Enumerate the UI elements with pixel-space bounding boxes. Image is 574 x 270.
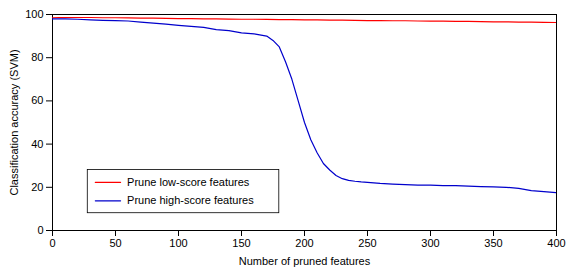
svg-text:150: 150 [232, 237, 250, 249]
svg-text:20: 20 [31, 181, 43, 193]
svg-text:100: 100 [169, 237, 187, 249]
svg-text:250: 250 [358, 237, 376, 249]
svg-text:80: 80 [31, 51, 43, 63]
svg-text:Number of pruned features: Number of pruned features [239, 255, 371, 267]
svg-text:200: 200 [295, 237, 313, 249]
svg-text:400: 400 [547, 237, 565, 249]
svg-text:0: 0 [49, 237, 55, 249]
svg-text:350: 350 [484, 237, 502, 249]
svg-text:40: 40 [31, 138, 43, 150]
svg-text:100: 100 [25, 8, 43, 20]
svg-text:Classification accuracy (SVM): Classification accuracy (SVM) [8, 49, 20, 195]
svg-text:60: 60 [31, 94, 43, 106]
svg-text:Prune high-score features: Prune high-score features [127, 194, 254, 206]
svg-text:Prune low-score features: Prune low-score features [127, 176, 250, 188]
svg-text:300: 300 [421, 237, 439, 249]
svg-text:0: 0 [37, 224, 43, 236]
svg-text:50: 50 [109, 237, 121, 249]
